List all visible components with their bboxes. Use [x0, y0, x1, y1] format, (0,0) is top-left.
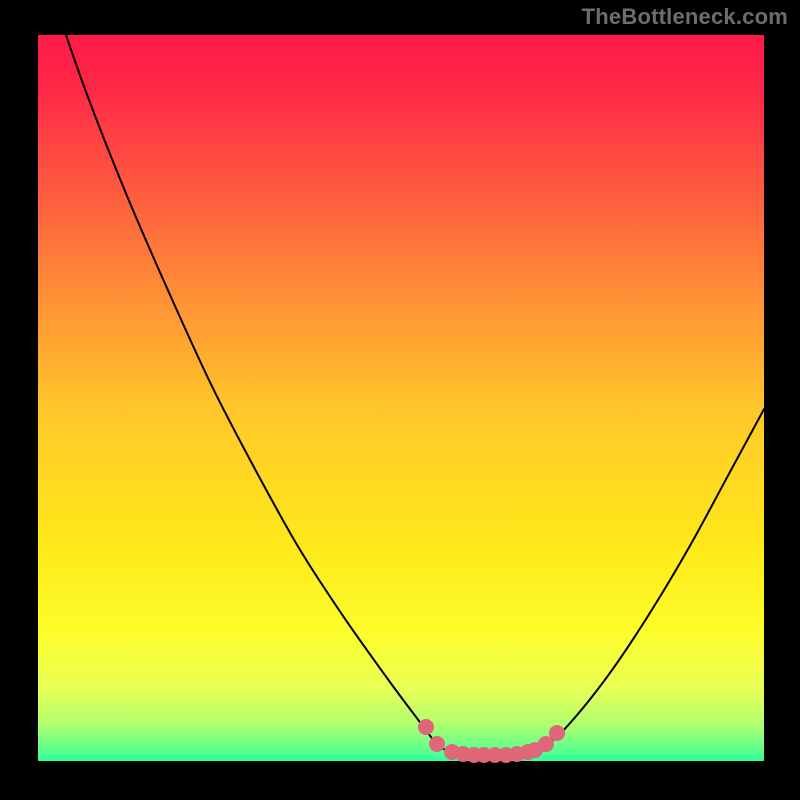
accent-marker	[549, 725, 565, 741]
plot-area	[38, 35, 764, 761]
curve-layer	[38, 35, 764, 761]
accent-marker	[418, 719, 434, 735]
watermark-text: TheBottleneck.com	[582, 4, 788, 30]
bottleneck-curve	[38, 35, 764, 755]
